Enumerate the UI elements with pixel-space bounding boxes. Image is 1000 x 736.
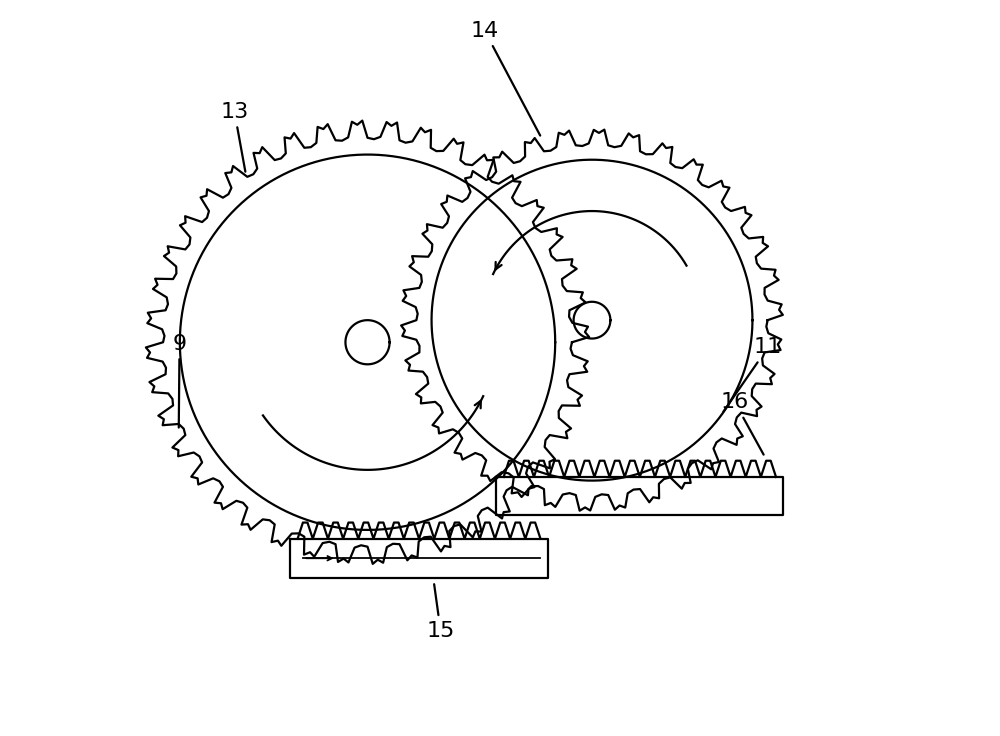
Text: 14: 14 [471, 21, 540, 135]
Text: 9: 9 [172, 333, 187, 428]
Text: 15: 15 [426, 584, 455, 640]
Text: 13: 13 [220, 102, 249, 171]
Text: 11: 11 [723, 337, 782, 411]
Text: 16: 16 [721, 392, 764, 455]
